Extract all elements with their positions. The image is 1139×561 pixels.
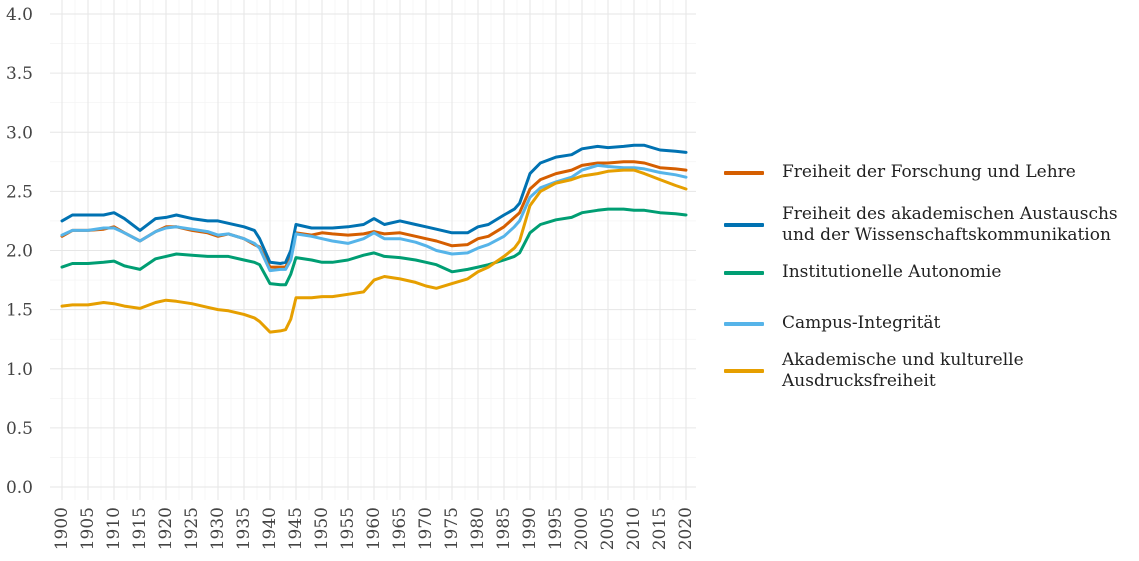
x-tick-label: 2010 (624, 507, 644, 550)
legend-swatch (724, 270, 764, 275)
series-line-3 (60, 163, 688, 273)
series-line-4 (60, 168, 688, 334)
legend-item-campus: Campus-Integrität (724, 313, 1134, 334)
x-tick-label: 1945 (286, 507, 306, 550)
legend-label: Institutionelle Autonomie (782, 262, 1002, 282)
y-tick-label: 1.0 (6, 360, 33, 380)
y-tick-label: 3.0 (6, 123, 33, 143)
legend-swatch (724, 321, 764, 326)
series-line-1 (60, 143, 688, 265)
x-tick-label: 1960 (364, 507, 384, 550)
x-tick-label: 2005 (598, 507, 618, 550)
grid-lines (50, 0, 696, 500)
x-tick-label: 1970 (416, 507, 436, 550)
legend-label: Campus-Integrität (782, 313, 941, 333)
legend-swatch (724, 170, 764, 175)
legend-label: Akademische und kulturelle Ausdrucksfrei… (782, 350, 1024, 391)
y-tick-label: 1.5 (6, 301, 33, 321)
y-tick-label: 4.0 (6, 5, 33, 25)
x-tick-label: 1910 (104, 507, 124, 550)
legend-label: Freiheit der Forschung und Lehre (782, 162, 1076, 182)
x-tick-label: 1995 (546, 507, 566, 550)
legend-swatch (724, 369, 764, 373)
series-lines (60, 143, 688, 334)
x-tick-label: 1905 (78, 507, 98, 550)
legend-item-ausdrucksfreiheit: Akademische und kulturelle Ausdrucksfrei… (724, 350, 1134, 392)
series-line-2 (60, 207, 688, 287)
x-tick-label: 1925 (182, 507, 202, 550)
x-tick-label: 1955 (338, 507, 358, 550)
x-tick-label: 2015 (650, 507, 670, 550)
x-tick-label: 2000 (572, 507, 592, 550)
y-tick-label: 3.5 (6, 64, 33, 84)
x-tick-label: 1930 (208, 507, 228, 550)
y-axis-ticks: 0.0 0.5 1.0 1.5 2.0 2.5 3.0 3.5 4.0 (6, 5, 33, 498)
y-tick-label: 2.5 (6, 182, 33, 202)
x-tick-label: 1935 (234, 507, 254, 550)
legend-swatch (724, 223, 764, 227)
x-tick-label: 1985 (494, 507, 514, 550)
y-tick-label: 2.0 (6, 242, 33, 262)
legend-item-forschung-lehre: Freiheit der Forschung und Lehre (724, 162, 1134, 183)
x-tick-label: 1940 (260, 507, 280, 550)
x-tick-label: 2020 (676, 507, 696, 550)
x-tick-label: 1975 (442, 507, 462, 550)
x-tick-label: 1920 (156, 507, 176, 550)
y-tick-label: 0.5 (6, 419, 33, 439)
x-tick-label: 1900 (52, 507, 72, 550)
x-tick-label: 1915 (130, 507, 150, 550)
legend-label: Freiheit des akademischen Austauschs und… (782, 204, 1118, 245)
x-tick-label: 1965 (390, 507, 410, 550)
legend-item-austausch: Freiheit des akademischen Austauschs und… (724, 204, 1134, 246)
x-tick-label: 1980 (468, 507, 488, 550)
x-axis-ticks: 1900 1905 1910 1915 1920 1925 1930 1935 1940 1945… (52, 507, 696, 550)
x-tick-label: 1990 (520, 507, 540, 550)
y-tick-label: 0.0 (6, 478, 33, 498)
legend-item-autonomie: Institutionelle Autonomie (724, 262, 1134, 283)
x-tick-label: 1950 (312, 507, 332, 550)
